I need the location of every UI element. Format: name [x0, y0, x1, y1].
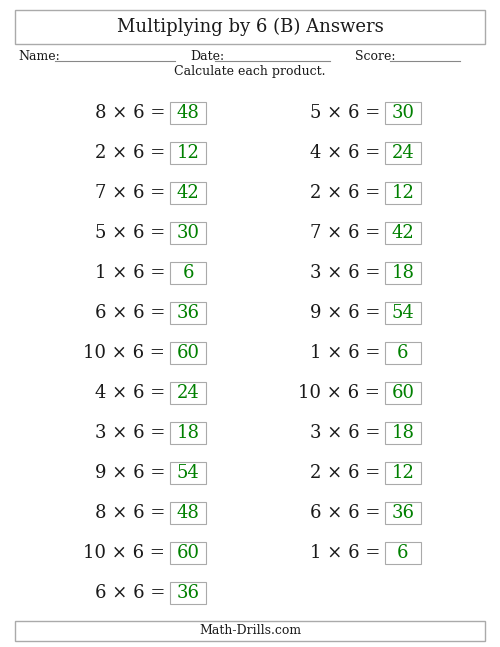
Bar [170, 342, 206, 364]
Text: 3 × 6 =: 3 × 6 = [310, 424, 380, 442]
Text: Score:: Score: [355, 50, 396, 63]
Text: Calculate each product.: Calculate each product. [174, 65, 326, 78]
Bar [170, 382, 206, 404]
Text: 1 × 6 =: 1 × 6 = [94, 264, 165, 282]
Bar [385, 142, 421, 164]
Text: 12: 12 [392, 184, 414, 202]
Bar [170, 302, 206, 324]
Bar [385, 382, 421, 404]
Text: 6: 6 [397, 544, 409, 562]
Text: 9 × 6 =: 9 × 6 = [94, 464, 165, 482]
Text: 24: 24 [392, 144, 414, 162]
Text: 6: 6 [397, 344, 409, 362]
Text: 6 × 6 =: 6 × 6 = [310, 504, 380, 522]
Text: 24: 24 [176, 384, 200, 402]
Text: 10 × 6 =: 10 × 6 = [298, 384, 380, 402]
Text: 7 × 6 =: 7 × 6 = [95, 184, 165, 202]
Text: 12: 12 [392, 464, 414, 482]
Text: 60: 60 [392, 384, 414, 402]
Text: 8 × 6 =: 8 × 6 = [94, 104, 165, 122]
Text: Multiplying by 6 (B) Answers: Multiplying by 6 (B) Answers [116, 18, 384, 36]
Text: 3 × 6 =: 3 × 6 = [310, 264, 380, 282]
Text: 4 × 6 =: 4 × 6 = [310, 144, 380, 162]
Text: 6 × 6 =: 6 × 6 = [94, 584, 165, 602]
Text: 30: 30 [392, 104, 414, 122]
Bar [170, 502, 206, 524]
Bar [170, 142, 206, 164]
Text: 48: 48 [176, 104, 200, 122]
Bar [15, 10, 485, 44]
Bar [385, 342, 421, 364]
Bar [170, 542, 206, 564]
Text: 48: 48 [176, 504, 200, 522]
Text: Math-Drills.com: Math-Drills.com [199, 624, 301, 637]
Text: 18: 18 [392, 424, 414, 442]
Bar [170, 462, 206, 484]
Bar [15, 621, 485, 641]
Bar [385, 422, 421, 444]
Bar [385, 182, 421, 204]
Bar [385, 502, 421, 524]
Bar [385, 222, 421, 244]
Bar [385, 102, 421, 124]
Text: 18: 18 [392, 264, 414, 282]
Text: 42: 42 [392, 224, 414, 242]
Text: 1 × 6 =: 1 × 6 = [310, 344, 380, 362]
Text: 3 × 6 =: 3 × 6 = [94, 424, 165, 442]
Text: 5 × 6 =: 5 × 6 = [310, 104, 380, 122]
Text: 2 × 6 =: 2 × 6 = [310, 184, 380, 202]
Text: 36: 36 [392, 504, 414, 522]
Bar [170, 262, 206, 284]
Text: 2 × 6 =: 2 × 6 = [95, 144, 165, 162]
Text: 1 × 6 =: 1 × 6 = [310, 544, 380, 562]
Bar [170, 222, 206, 244]
Bar [170, 582, 206, 604]
Bar [385, 262, 421, 284]
Text: 42: 42 [176, 184, 200, 202]
Text: 4 × 6 =: 4 × 6 = [95, 384, 165, 402]
Text: 12: 12 [176, 144, 200, 162]
Text: Name:: Name: [18, 50, 60, 63]
Text: 2 × 6 =: 2 × 6 = [310, 464, 380, 482]
Text: 60: 60 [176, 544, 200, 562]
Bar [170, 182, 206, 204]
Bar [170, 102, 206, 124]
Bar [385, 542, 421, 564]
Text: 18: 18 [176, 424, 200, 442]
Text: 36: 36 [176, 584, 200, 602]
Text: 6 × 6 =: 6 × 6 = [94, 304, 165, 322]
Text: 7 × 6 =: 7 × 6 = [310, 224, 380, 242]
Text: 10 × 6 =: 10 × 6 = [83, 544, 165, 562]
Bar [385, 462, 421, 484]
Text: 6: 6 [182, 264, 194, 282]
Text: 30: 30 [176, 224, 200, 242]
Bar [385, 302, 421, 324]
Text: 8 × 6 =: 8 × 6 = [94, 504, 165, 522]
Text: 36: 36 [176, 304, 200, 322]
Text: Date:: Date: [190, 50, 224, 63]
Text: 60: 60 [176, 344, 200, 362]
Text: 54: 54 [392, 304, 414, 322]
Bar [170, 422, 206, 444]
Text: 54: 54 [176, 464, 200, 482]
Text: 9 × 6 =: 9 × 6 = [310, 304, 380, 322]
Text: 5 × 6 =: 5 × 6 = [95, 224, 165, 242]
Text: 10 × 6 =: 10 × 6 = [83, 344, 165, 362]
